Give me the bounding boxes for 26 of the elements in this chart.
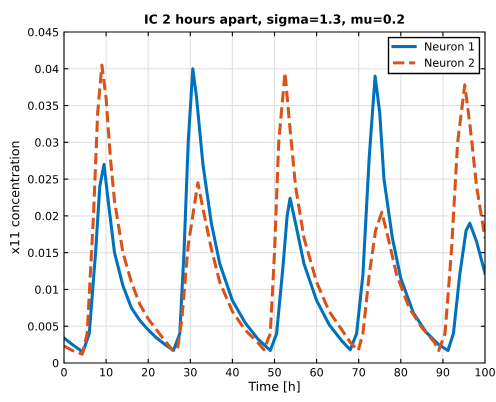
y-tick-label: 0.04 — [35, 64, 59, 74]
y-tick-label: 0 — [52, 358, 58, 368]
x-tick-label: 20 — [142, 368, 155, 376]
x-tick-label: 50 — [268, 368, 281, 376]
y-tick-label: 0.025 — [28, 175, 58, 184]
x-tick-label: 0 — [61, 368, 67, 376]
legend-label: Neuron 2 — [425, 58, 474, 67]
y-axis-title: x11 concentration — [10, 142, 20, 254]
x-tick-label: 100 — [476, 368, 495, 376]
y-tick-label: 0.02 — [35, 212, 58, 220]
y-tick-label: 0.005 — [28, 322, 58, 331]
x-tick-label: 40 — [226, 368, 239, 376]
y-tick-label: 0.03 — [35, 138, 58, 147]
x-tick-label: 60 — [310, 368, 323, 376]
y-tick-label: 0.015 — [28, 248, 58, 258]
x-tick-label: 90 — [436, 368, 450, 376]
y-tick-label: 0.035 — [28, 102, 58, 110]
x-tick-label: 30 — [184, 368, 197, 376]
x-tick-label: 10 — [100, 368, 112, 376]
x-tick-label: 70 — [352, 368, 366, 376]
x-tick-label: 80 — [394, 368, 408, 376]
chart-title: IC 2 hours apart, sigma=1.3, mu=0.2 — [145, 14, 404, 26]
y-tick-label: 0.01 — [35, 285, 58, 294]
legend-label: Neuron 1 — [425, 42, 474, 51]
x-axis-title: Time [h] — [248, 381, 300, 393]
y-tick-label: 0.045 — [28, 28, 58, 36]
